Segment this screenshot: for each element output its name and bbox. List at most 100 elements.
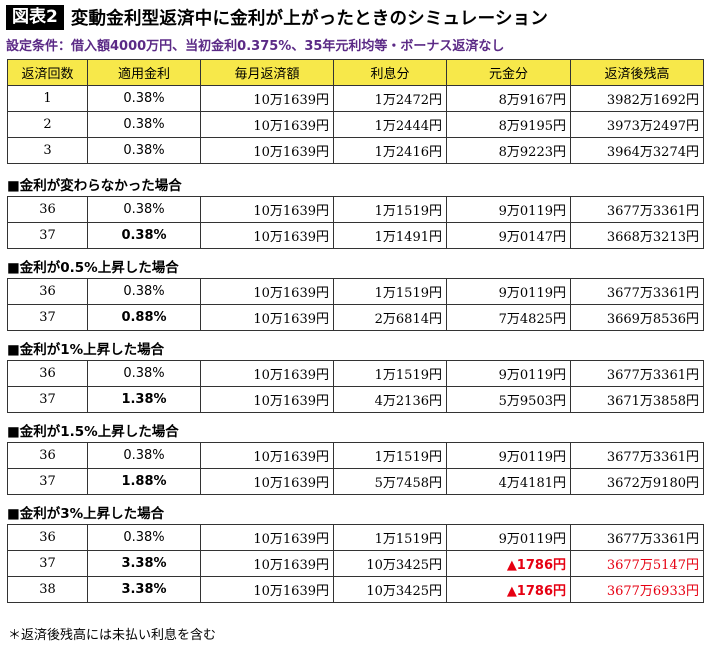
cell-balance: 3677万3361円 <box>570 360 704 387</box>
cell-payment: 10万1639円 <box>200 111 334 138</box>
cell-balance: 3671万3858円 <box>570 386 704 413</box>
col-header-rate: 適用金利 <box>87 59 201 86</box>
cell-principal: 9万0119円 <box>446 360 571 387</box>
cell-count: 37 <box>7 304 88 331</box>
cell-interest: 10万3425円 <box>333 550 447 577</box>
cell-rate: 3.38% <box>87 550 201 577</box>
conditions-subtitle: 設定条件：借入額4000万円、当初金利0.375%、35年元利均等・ボーナス返済… <box>6 39 505 54</box>
cell-count: 36 <box>7 442 88 469</box>
cell-balance: 3982万1692円 <box>570 85 704 112</box>
cell-interest: 1万1519円 <box>333 360 447 387</box>
table-row: 37 3.38% 10万1639円 10万3425円 ▲1786円 3677万5147円 <box>7 550 704 577</box>
cell-balance: 3677万3361円 <box>570 524 704 551</box>
section-label: ■金利が0.5%上昇した場合 <box>7 260 179 276</box>
cell-interest: 4万2136円 <box>333 386 447 413</box>
section-label: ■金利が3%上昇した場合 <box>7 506 165 522</box>
table-row: 36 0.38% 10万1639円 1万1519円 9万0119円 3677万3361円 <box>7 196 704 223</box>
section-table: 36 0.38% 10万1639円 1万1519円 9万0119円 3677万3361円 3… <box>7 196 704 249</box>
cell-principal: 9万0119円 <box>446 196 571 223</box>
cell-principal: 9万0147円 <box>446 222 571 249</box>
cell-principal: 7万4825円 <box>446 304 571 331</box>
cell-payment: 10万1639円 <box>200 196 334 223</box>
cell-payment: 10万1639円 <box>200 278 334 305</box>
table-row: 1 0.38% 10万1639円 1万2472円 8万9167円 3982万1692円 <box>7 85 704 112</box>
cell-count: 37 <box>7 468 88 495</box>
page-title: 変動金利型返済中に金利が上がったときのシミュレーション <box>70 8 549 29</box>
figure-badge: 図表2 <box>6 4 64 30</box>
cell-interest: 1万1491円 <box>333 222 447 249</box>
cell-principal: ▲1786円 <box>446 550 571 577</box>
cell-payment: 10万1639円 <box>200 576 334 603</box>
cell-count: 36 <box>7 360 88 387</box>
cell-balance: 3669万8536円 <box>570 304 704 331</box>
table-row: 38 3.38% 10万1639円 10万3425円 ▲1786円 3677万6933円 <box>7 576 704 603</box>
cell-rate: 0.38% <box>87 524 201 551</box>
cell-rate: 0.38% <box>87 196 201 223</box>
cell-rate: 0.38% <box>87 442 201 469</box>
cell-principal: ▲1786円 <box>446 576 571 603</box>
cell-balance: 3677万6933円 <box>570 576 704 603</box>
section-table: 36 0.38% 10万1639円 1万1519円 9万0119円 3677万3361円 3… <box>7 442 704 495</box>
footnote: ＊返済後残高には未払い利息を含む <box>8 628 217 643</box>
cell-payment: 10万1639円 <box>200 360 334 387</box>
cell-rate: 1.38% <box>87 386 201 413</box>
col-header-payment: 毎月返済額 <box>200 59 334 86</box>
section-label: ■金利が1%上昇した場合 <box>7 342 165 358</box>
cell-rate: 0.38% <box>87 360 201 387</box>
cell-rate: 3.38% <box>87 576 201 603</box>
cell-principal: 4万4181円 <box>446 468 571 495</box>
table-row: 36 0.38% 10万1639円 1万1519円 9万0119円 3677万3361円 <box>7 360 704 387</box>
cell-rate: 0.88% <box>87 304 201 331</box>
cell-count: 37 <box>7 386 88 413</box>
cell-interest: 1万1519円 <box>333 442 447 469</box>
cell-balance: 3668万3213円 <box>570 222 704 249</box>
cell-rate: 1.88% <box>87 468 201 495</box>
cell-interest: 1万2416円 <box>333 137 447 164</box>
cell-count: 1 <box>7 85 88 112</box>
table-row: 37 0.88% 10万1639円 2万6814円 7万4825円 3669万8536円 <box>7 304 704 331</box>
cell-balance: 3677万3361円 <box>570 196 704 223</box>
cell-interest: 1万1519円 <box>333 196 447 223</box>
section-label: ■金利が1.5%上昇した場合 <box>7 424 179 440</box>
section-table: 36 0.38% 10万1639円 1万1519円 9万0119円 3677万3361円 3… <box>7 524 704 603</box>
table-row: 37 1.38% 10万1639円 4万2136円 5万9503円 3671万3858円 <box>7 386 704 413</box>
cell-principal: 5万9503円 <box>446 386 571 413</box>
cell-principal: 8万9195円 <box>446 111 571 138</box>
table-row: 36 0.38% 10万1639円 1万1519円 9万0119円 3677万3361円 <box>7 278 704 305</box>
cell-principal: 9万0119円 <box>446 524 571 551</box>
section-label: ■金利が変わらなかった場合 <box>7 178 182 194</box>
initial-table: 返済回数 適用金利 毎月返済額 利息分 元金分 返済後残高 1 0.38% 10万1… <box>7 59 704 164</box>
cell-interest: 5万7458円 <box>333 468 447 495</box>
table-row: 36 0.38% 10万1639円 1万1519円 9万0119円 3677万3361円 <box>7 524 704 551</box>
cell-rate: 0.38% <box>87 111 201 138</box>
cell-payment: 10万1639円 <box>200 222 334 249</box>
cell-payment: 10万1639円 <box>200 524 334 551</box>
cell-payment: 10万1639円 <box>200 137 334 164</box>
cell-balance: 3973万2497円 <box>570 111 704 138</box>
cell-rate: 0.38% <box>87 222 201 249</box>
cell-principal: 9万0119円 <box>446 442 571 469</box>
cell-count: 3 <box>7 137 88 164</box>
cell-payment: 10万1639円 <box>200 386 334 413</box>
cell-count: 38 <box>7 576 88 603</box>
col-header-principal: 元金分 <box>446 59 571 86</box>
cell-payment: 10万1639円 <box>200 468 334 495</box>
cell-balance: 3677万3361円 <box>570 442 704 469</box>
table-header-row: 返済回数 適用金利 毎月返済額 利息分 元金分 返済後残高 <box>7 59 704 86</box>
cell-balance: 3672万9180円 <box>570 468 704 495</box>
col-header-count: 返済回数 <box>7 59 88 86</box>
cell-principal: 8万9167円 <box>446 85 571 112</box>
cell-count: 37 <box>7 550 88 577</box>
section-table: 36 0.38% 10万1639円 1万1519円 9万0119円 3677万3361円 3… <box>7 278 704 331</box>
table-row: 3 0.38% 10万1639円 1万2416円 8万9223円 3964万3274円 <box>7 137 704 164</box>
cell-interest: 1万2472円 <box>333 85 447 112</box>
cell-payment: 10万1639円 <box>200 304 334 331</box>
col-header-balance: 返済後残高 <box>570 59 704 86</box>
cell-interest: 2万6814円 <box>333 304 447 331</box>
table-row: 36 0.38% 10万1639円 1万1519円 9万0119円 3677万3361円 <box>7 442 704 469</box>
table-row: 2 0.38% 10万1639円 1万2444円 8万9195円 3973万2497円 <box>7 111 704 138</box>
title-row: 図表2 変動金利型返済中に金利が上がったときのシミュレーション <box>6 4 548 30</box>
cell-count: 36 <box>7 524 88 551</box>
cell-rate: 0.38% <box>87 278 201 305</box>
cell-payment: 10万1639円 <box>200 550 334 577</box>
